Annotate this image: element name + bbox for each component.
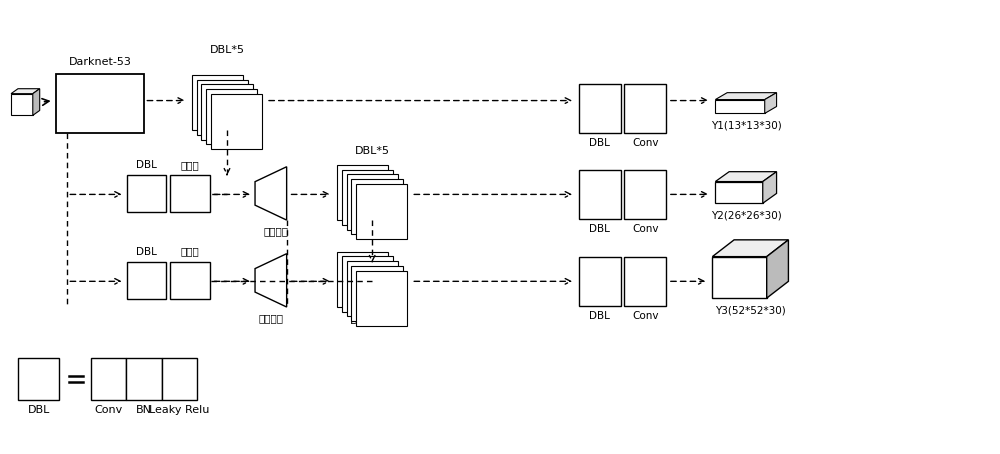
Bar <box>162 358 197 400</box>
Bar <box>201 84 253 140</box>
Bar <box>127 262 166 299</box>
Bar <box>11 94 33 115</box>
Text: DBL: DBL <box>589 311 610 321</box>
Bar <box>192 75 243 130</box>
Polygon shape <box>255 167 287 220</box>
Text: DBL*5: DBL*5 <box>210 45 245 55</box>
Bar <box>624 257 666 306</box>
Text: Conv: Conv <box>632 311 658 321</box>
Bar <box>170 262 210 299</box>
Text: Y1(13*13*30): Y1(13*13*30) <box>711 120 781 130</box>
Text: Conv: Conv <box>95 405 123 415</box>
Bar <box>197 79 248 135</box>
Text: DBL*5: DBL*5 <box>355 146 390 156</box>
Bar <box>211 94 262 149</box>
Bar <box>715 182 763 203</box>
Polygon shape <box>763 172 777 203</box>
Text: Y2(26*26*30): Y2(26*26*30) <box>711 210 781 220</box>
Bar <box>351 266 403 321</box>
Text: DBL: DBL <box>589 224 610 234</box>
Bar <box>342 169 393 225</box>
Text: Darknet-53: Darknet-53 <box>69 57 131 67</box>
Polygon shape <box>11 89 40 94</box>
Bar <box>127 175 166 212</box>
Text: 上采样: 上采样 <box>180 247 199 257</box>
Bar <box>337 252 388 307</box>
Text: BN: BN <box>136 405 152 415</box>
Bar <box>91 358 126 400</box>
Bar <box>715 99 765 114</box>
Bar <box>579 257 621 306</box>
Bar <box>126 358 162 400</box>
Polygon shape <box>33 89 40 115</box>
Bar <box>337 165 388 220</box>
Bar <box>351 179 403 234</box>
Text: Y3(52*52*30): Y3(52*52*30) <box>715 305 786 315</box>
Bar <box>624 170 666 219</box>
Polygon shape <box>715 93 777 99</box>
Polygon shape <box>255 254 287 307</box>
Bar <box>170 175 210 212</box>
Text: 张量拼接: 张量拼接 <box>258 313 283 323</box>
Polygon shape <box>715 172 777 182</box>
Text: 上采样: 上采样 <box>180 160 199 170</box>
Text: DBL: DBL <box>589 138 610 148</box>
Text: Leaky Relu: Leaky Relu <box>149 405 209 415</box>
Polygon shape <box>767 240 788 298</box>
Bar <box>18 358 59 400</box>
Text: Conv: Conv <box>632 224 658 234</box>
Bar <box>206 89 257 144</box>
Text: DBL: DBL <box>136 247 157 257</box>
Polygon shape <box>765 93 777 114</box>
Text: Conv: Conv <box>632 138 658 148</box>
Bar <box>342 257 393 312</box>
Bar <box>356 271 407 326</box>
Bar <box>579 84 621 133</box>
Bar <box>579 170 621 219</box>
Bar <box>712 257 767 298</box>
Bar <box>347 174 398 230</box>
Bar <box>347 261 398 316</box>
Polygon shape <box>712 240 788 257</box>
Text: 张量拼接: 张量拼接 <box>263 226 288 236</box>
Text: DBL*5: DBL*5 <box>350 316 385 326</box>
Text: DBL: DBL <box>136 160 157 170</box>
Bar <box>56 74 144 133</box>
Text: DBL: DBL <box>28 405 50 415</box>
Bar <box>624 84 666 133</box>
Bar <box>356 184 407 239</box>
